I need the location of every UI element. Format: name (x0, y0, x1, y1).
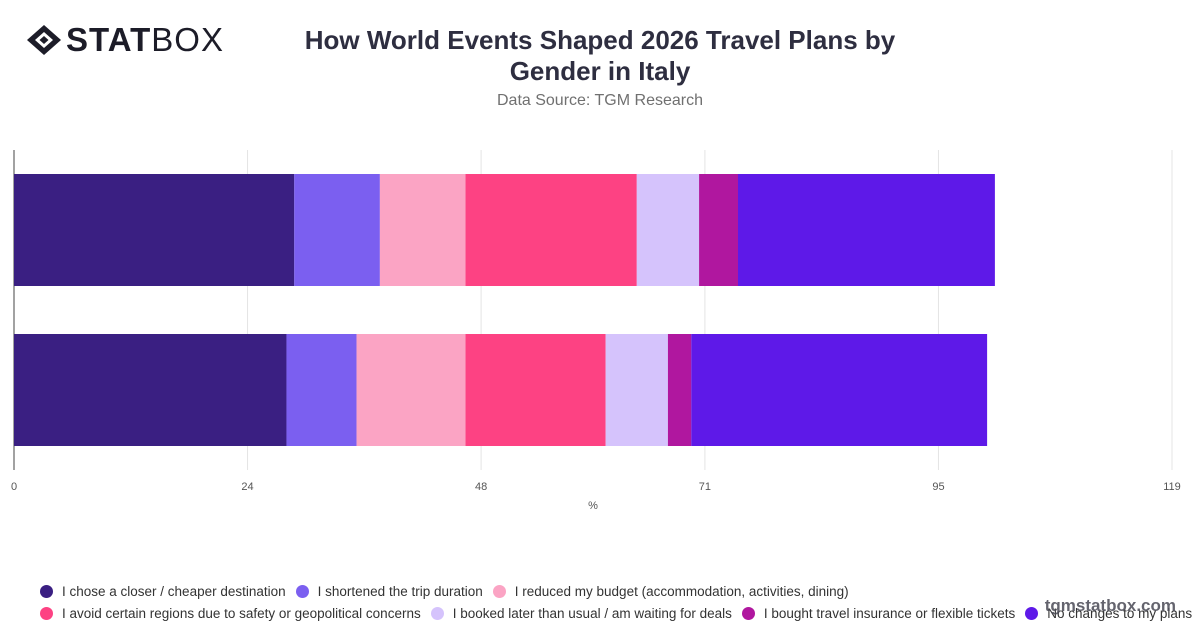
legend-item[interactable]: I chose a closer / cheaper destination (40, 584, 286, 599)
legend-label: I chose a closer / cheaper destination (62, 583, 286, 599)
logo-wordmark-light: BOX (151, 21, 224, 58)
bar-segment-row1-series1 (14, 174, 295, 286)
bar-segment-row2-series2 (286, 334, 357, 446)
bar-segment-row2-series7 (691, 334, 988, 446)
legend-swatch (492, 584, 506, 598)
legend-swatch (1025, 606, 1039, 620)
legend-row: I chose a closer / cheaper destination I … (40, 580, 1190, 602)
watermark: tgmstatbox.com (1044, 596, 1176, 615)
legend-swatch (295, 584, 309, 598)
bar-segment-row2-series5 (605, 334, 668, 446)
bar-segment-row1-series2 (294, 174, 380, 286)
x-tick-label: 24 (241, 481, 253, 493)
logo-wordmark-bold: STAT (66, 21, 152, 58)
bar-segment-row1-series7 (737, 174, 995, 286)
x-tick-label: 119 (1163, 481, 1181, 493)
legend-item[interactable]: I reduced my budget (accommodation, acti… (492, 583, 849, 599)
legend-item[interactable]: I bought travel insurance or flexible ti… (741, 605, 1016, 621)
legend-label: I reduced my budget (accommodation, acti… (514, 583, 849, 599)
bar-segment-row2-series4 (465, 334, 606, 446)
chart-title: How World Events Shaped 2026 Travel Plan… (304, 25, 896, 86)
bar-segment-row1-series4 (465, 174, 637, 286)
statbox-diamond-icon (27, 25, 61, 55)
legend-item[interactable]: I shortened the trip duration (295, 583, 483, 599)
chart-legend: I chose a closer / cheaper destination I … (40, 580, 1192, 624)
bar-segment-row1-series5 (636, 174, 700, 286)
bar-segment-row2-series6 (667, 334, 692, 446)
legend-swatch (40, 606, 53, 620)
bar-segment-row1-series6 (699, 174, 738, 286)
legend-label: I booked later than usual / am waiting f… (452, 605, 732, 621)
legend-label: I bought travel insurance or flexible ti… (763, 605, 1016, 621)
bar-segment-row2-series3 (356, 334, 466, 446)
x-tick-label: 0 (11, 481, 17, 493)
legend-swatch (741, 606, 755, 620)
x-axis-label: % (588, 500, 598, 512)
legend-row: I avoid certain regions due to safety or… (40, 602, 1192, 624)
x-tick-label: 71 (699, 481, 711, 493)
legend-item[interactable]: No changes to my plans (1025, 606, 1192, 621)
bar-segment-row2-series1 (14, 334, 287, 446)
x-tick-label: 48 (475, 481, 487, 493)
stacked-bar-chart: 0 24 48 71 95 119% (11, 150, 1181, 512)
x-tick-label: 95 (932, 481, 944, 493)
legend-item[interactable]: I booked later than usual / am waiting f… (430, 605, 732, 621)
legend-label: I shortened the trip duration (317, 583, 483, 599)
chart-subtitle: Data Source: TGM Research (496, 92, 703, 109)
bar-segment-row1-series3 (379, 174, 466, 286)
legend-label: I avoid certain regions due to safety or… (62, 605, 421, 621)
legend-swatch (430, 606, 444, 620)
statbox-logo: STATBOX (26, 21, 224, 58)
legend-item[interactable]: I avoid certain regions due to safety or… (40, 606, 421, 621)
logo-wordmark: STATBOX (66, 21, 224, 58)
legend-swatch (40, 584, 53, 598)
legend-label: No changes to my plans (1047, 605, 1193, 621)
